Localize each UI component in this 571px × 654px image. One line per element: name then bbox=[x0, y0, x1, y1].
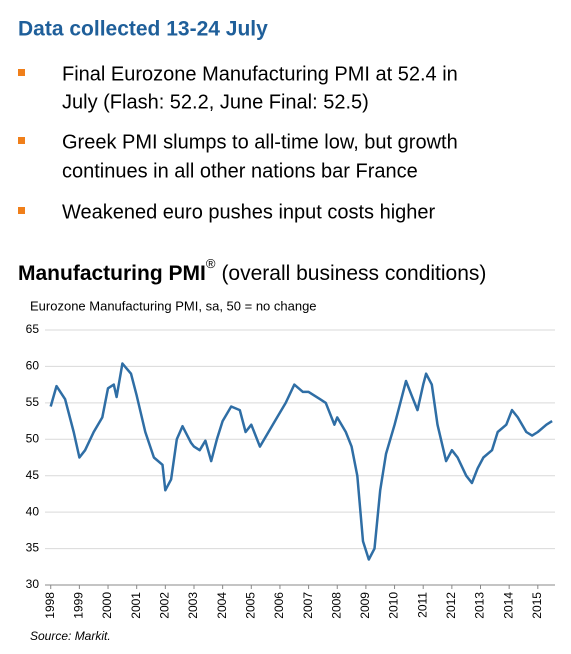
header-title: Data collected 13-24 July bbox=[18, 18, 268, 41]
plot: 30 35 40 45 50 55 60 65 1998 1999 2000 2001 2002 2003… bbox=[26, 322, 555, 619]
y-tick-label: 50 bbox=[26, 431, 40, 445]
x-tick-label: 2009 bbox=[358, 592, 372, 619]
y-tick-label: 30 bbox=[26, 577, 40, 591]
y-tick-label: 40 bbox=[26, 504, 40, 518]
bullet-icon bbox=[18, 69, 25, 76]
y-tick-label: 60 bbox=[26, 359, 40, 373]
x-tick-label: 2004 bbox=[215, 592, 229, 619]
chart-title-note: (overall business conditions) bbox=[221, 262, 486, 285]
x-tick-label: 2007 bbox=[301, 592, 315, 619]
y-tick-label: 45 bbox=[26, 468, 40, 482]
x-tick-label: 2006 bbox=[272, 592, 286, 619]
x-tick-label: 2008 bbox=[329, 592, 343, 619]
chart-title-mark: ® bbox=[206, 256, 216, 271]
x-tick-label: 2001 bbox=[129, 592, 143, 619]
chart-title: Manufacturing PMI® (overall business cond… bbox=[18, 256, 486, 284]
x-tick-label: 1999 bbox=[72, 592, 86, 619]
bullet-text: Greek PMI slumps to all-time low, but gr… bbox=[62, 131, 458, 153]
chart-subtitle: Eurozone Manufacturing PMI, sa, 50 = no … bbox=[30, 298, 317, 313]
x-tick-label: 2000 bbox=[100, 592, 114, 619]
x-tick-label: 2013 bbox=[473, 592, 487, 619]
bullet-text: Final Eurozone Manufacturing PMI at 52.4… bbox=[62, 63, 458, 85]
bullet-text: Weakened euro pushes input costs higher bbox=[62, 201, 436, 223]
x-tick-label: 2011 bbox=[415, 592, 429, 618]
x-tick-label: 2014 bbox=[501, 592, 515, 619]
x-tick-label: 2010 bbox=[387, 592, 401, 619]
x-tick-label: 2005 bbox=[243, 592, 257, 619]
chart-source: Source: Markit. bbox=[30, 629, 111, 643]
bullet-icon bbox=[18, 137, 25, 144]
x-tick-label: 1998 bbox=[43, 592, 57, 619]
bullet-icon bbox=[18, 207, 25, 214]
x-tick-label: 2015 bbox=[530, 592, 544, 619]
x-tick-label: 2003 bbox=[186, 592, 200, 619]
x-tick-label: 2012 bbox=[444, 592, 458, 619]
y-tick-label: 65 bbox=[26, 322, 40, 336]
bullet-text: continues in all other nations bar Franc… bbox=[62, 160, 418, 182]
bullet-text: July (Flash: 52.2, June Final: 52.5) bbox=[62, 91, 369, 113]
chart-title-main: Manufacturing PMI bbox=[18, 262, 206, 285]
x-tick-label: 2002 bbox=[158, 592, 172, 619]
y-tick-label: 35 bbox=[26, 541, 40, 555]
series-line bbox=[49, 362, 553, 561]
y-tick-label: 55 bbox=[26, 395, 40, 409]
